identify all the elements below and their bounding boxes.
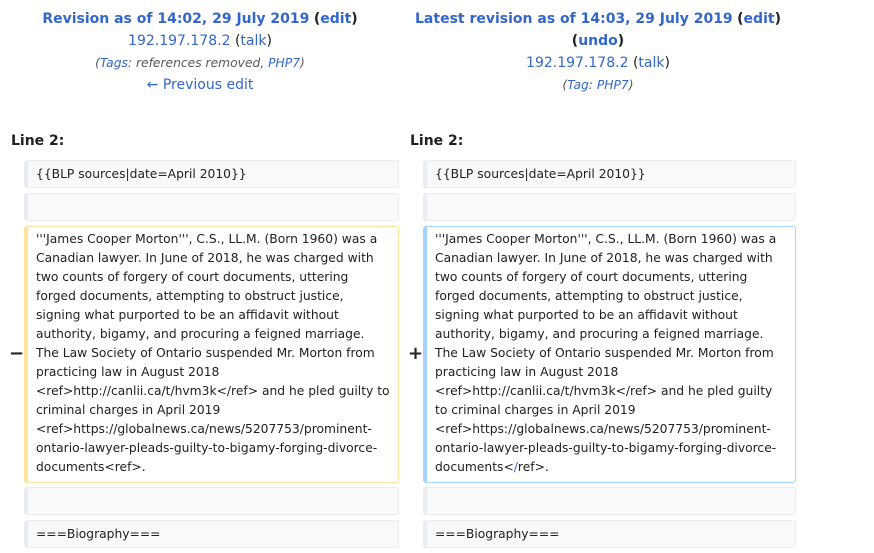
latest-revision-edit-link[interactable]: edit (743, 11, 775, 27)
previous-edit-link[interactable]: ← Previous edit (146, 77, 254, 93)
latest-revision-tag-label-link[interactable]: Tag (567, 78, 589, 92)
old-revision-user-line: 192.197.178.2 (talk) (128, 33, 272, 49)
latest-revision-tags: (Tag: PHP7) (562, 78, 634, 92)
old-revision-talk-link[interactable]: talk (240, 33, 267, 49)
diff-context-right-blank (423, 193, 796, 221)
diff-context-right-biography: ===Biography=== (423, 520, 796, 548)
old-revision-user-link[interactable]: 192.197.178.2 (128, 33, 231, 49)
old-revision-title-link[interactable]: Revision as of 14:02, 29 July 2019 (42, 11, 310, 27)
latest-revision-tag-php7-link[interactable]: PHP7 (596, 78, 629, 92)
old-revision-header: Revision as of 14:02, 29 July 2019 (edit… (0, 8, 400, 96)
undo-link[interactable]: undo (578, 33, 618, 49)
added-line-marker: + (408, 343, 424, 364)
old-revision-tags-label-link[interactable]: Tags (99, 56, 128, 70)
latest-revision-talk-link[interactable]: talk (638, 55, 665, 71)
old-revision-edit-link[interactable]: edit (320, 11, 352, 27)
diff-context-left-sources: {{BLP sources|date=April 2010}} (24, 160, 399, 188)
diff-added-line: '''James Cooper Morton''', C.S., LL.M. (… (423, 226, 796, 483)
deleted-line-marker: − (9, 343, 25, 364)
latest-revision-title-line: Latest revision as of 14:03, 29 July 201… (415, 11, 781, 27)
diff-context-right-blank-2 (423, 487, 796, 515)
old-revision-tag-php7-link[interactable]: PHP7 (268, 56, 301, 70)
undo-line: (undo) (571, 33, 625, 49)
previous-edit-line: ← Previous edit (0, 74, 400, 96)
left-line-number: Line 2: (11, 133, 65, 149)
right-line-number: Line 2: (410, 133, 464, 149)
diff-added-text-end: ref>. (517, 460, 549, 474)
latest-revision-header: Latest revision as of 14:03, 29 July 201… (398, 8, 798, 96)
diff-added-inserted-slash: / (513, 460, 518, 474)
old-revision-tags: (Tags: references removed, PHP7) (95, 56, 305, 70)
diff-context-right-sources: {{BLP sources|date=April 2010}} (423, 160, 796, 188)
diff-context-left-blank (24, 193, 399, 221)
diff-added-text-start: '''James Cooper Morton''', C.S., LL.M. (… (435, 232, 781, 474)
diff-context-left-blank-2 (24, 487, 399, 515)
latest-revision-title-link[interactable]: Latest revision as of 14:03, 29 July 201… (415, 11, 733, 27)
old-revision-title-line: Revision as of 14:02, 29 July 2019 (edit… (42, 11, 358, 27)
latest-revision-user-line: 192.197.178.2 (talk) (526, 55, 670, 71)
diff-deleted-line: '''James Cooper Morton''', C.S., LL.M. (… (24, 226, 399, 483)
latest-revision-user-link[interactable]: 192.197.178.2 (526, 55, 629, 71)
diff-context-left-biography: ===Biography=== (24, 520, 399, 548)
